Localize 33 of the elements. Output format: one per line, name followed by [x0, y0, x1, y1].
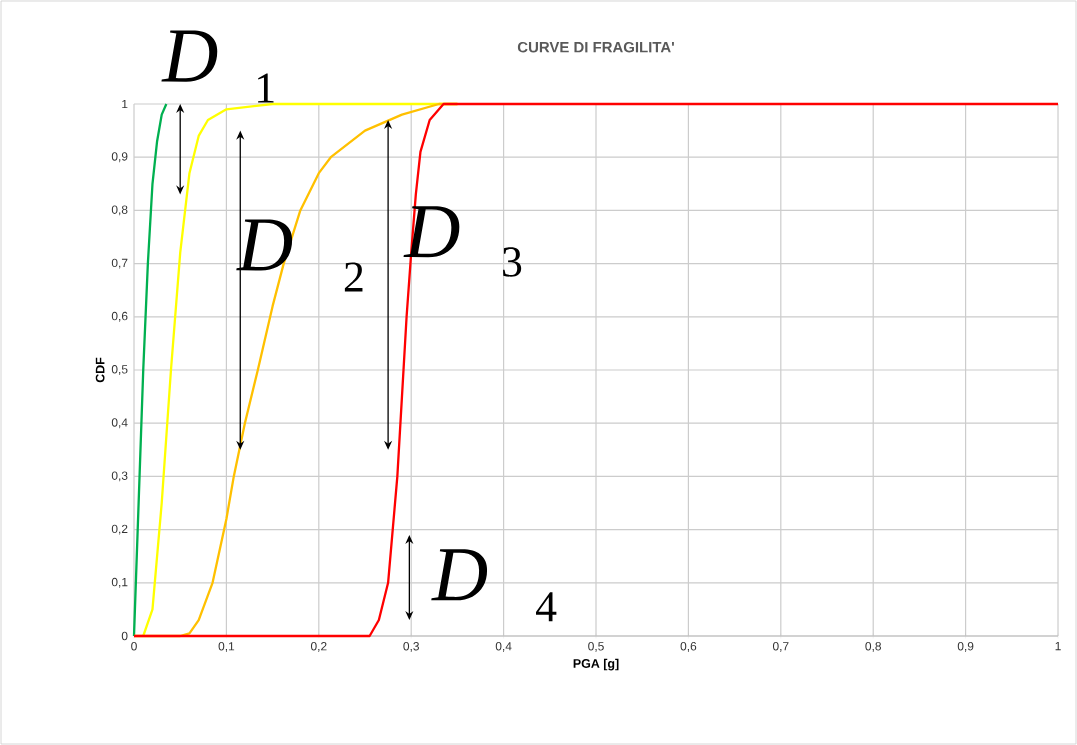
chart-title: CURVE DI FRAGILITA' [517, 41, 674, 53]
x-tick-label: 0,7 [772, 642, 789, 652]
line-series [132, 102, 1060, 638]
x-tick-label: 0,2 [310, 642, 327, 652]
y-tick-label: 0,4 [111, 418, 128, 429]
x-tick-label: 0,9 [957, 642, 974, 652]
x-tick-label: 0,8 [865, 642, 881, 652]
x-tick-label: 0,1 [218, 642, 235, 652]
annotation: 2 [344, 262, 363, 292]
x-axis-title: PGA [g] [573, 658, 619, 671]
y-tick-label: 0,1 [111, 577, 128, 588]
annotation: 3 [503, 247, 522, 277]
line-series [132, 102, 168, 638]
text: D [161, 30, 218, 82]
y-axis-title: CDF [95, 357, 105, 383]
x-tick-label: 0,6 [680, 642, 697, 652]
annotation: 4 [536, 592, 557, 622]
text: 1 [258, 73, 274, 103]
y-tick-label: 1 [122, 99, 128, 109]
x-tick-label: 0,3 [403, 642, 419, 652]
y-tick-label: 0,9 [111, 152, 128, 163]
y-tick-label: 0 [121, 631, 128, 641]
y-tick-label: 0,6 [111, 311, 128, 322]
x-tick-label: 1 [1055, 642, 1061, 651]
x-tick-label: 0,5 [588, 642, 604, 652]
annotation: D [431, 549, 488, 601]
x-tick-label: 0,4 [495, 642, 512, 652]
x-tick-label: 0 [131, 642, 137, 651]
y-tick-label: 0,8 [111, 205, 128, 216]
y-tick-label: 0,3 [111, 471, 128, 482]
y-tick-label: 0,5 [111, 365, 128, 375]
y-tick-label: 0,7 [111, 258, 128, 269]
y-tick-label: 0,2 [111, 524, 128, 535]
